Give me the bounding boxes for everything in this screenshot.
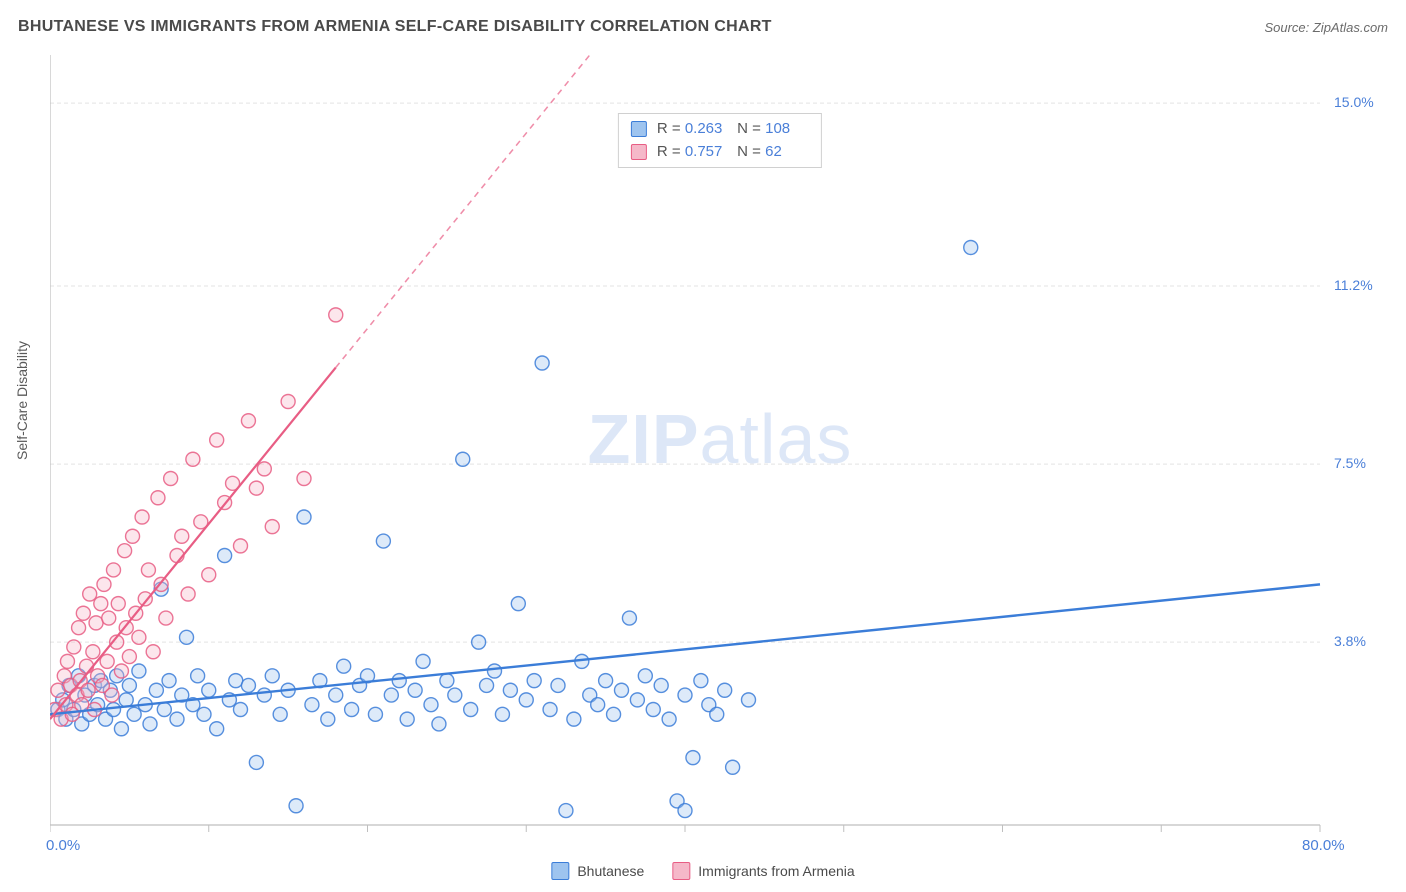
y-tick-label: 3.8%: [1334, 633, 1366, 649]
stats-swatch: [631, 121, 647, 137]
legend-swatch: [672, 862, 690, 880]
y-axis-label: Self-Care Disability: [14, 341, 30, 460]
stats-text: R = 0.263 N = 108: [657, 118, 809, 141]
chart-title: BHUTANESE VS IMMIGRANTS FROM ARMENIA SEL…: [18, 18, 772, 36]
plot-area: ZIPatlas R = 0.263 N = 108R = 0.757 N = …: [50, 55, 1390, 855]
correlation-stats-box: R = 0.263 N = 108R = 0.757 N = 62: [618, 113, 822, 168]
legend-label: Immigrants from Armenia: [698, 863, 854, 879]
stats-text: R = 0.757 N = 62: [657, 141, 809, 164]
x-axis-min-label: 0.0%: [46, 837, 80, 854]
y-tick-label: 11.2%: [1334, 277, 1373, 293]
legend-label: Bhutanese: [577, 863, 644, 879]
chart-header: BHUTANESE VS IMMIGRANTS FROM ARMENIA SEL…: [18, 18, 1388, 36]
y-tick-label: 15.0%: [1334, 94, 1374, 110]
stats-row: R = 0.757 N = 62: [631, 141, 809, 164]
y-tick-label: 7.5%: [1334, 455, 1366, 471]
legend-item: Bhutanese: [551, 862, 644, 880]
chart-source: Source: ZipAtlas.com: [1264, 20, 1388, 35]
legend-item: Immigrants from Armenia: [672, 862, 854, 880]
stats-swatch: [631, 144, 647, 160]
scatter-svg: [50, 55, 1390, 855]
x-axis-max-label: 80.0%: [1302, 837, 1345, 854]
stats-row: R = 0.263 N = 108: [631, 118, 809, 141]
legend-bottom: Bhutanese Immigrants from Armenia: [551, 862, 854, 880]
legend-swatch: [551, 862, 569, 880]
